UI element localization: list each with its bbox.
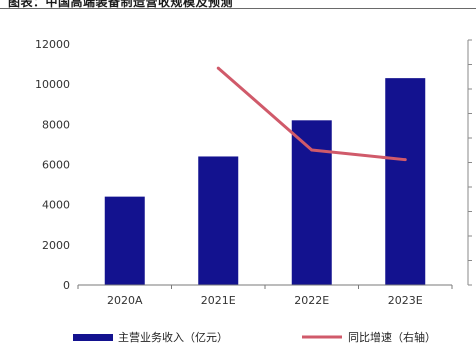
- y-tick-label: 2000: [42, 239, 70, 252]
- y-tick-label: 12000: [35, 38, 70, 51]
- x-tick-label: 2021E: [201, 294, 236, 307]
- x-tick-label: 2023E: [388, 294, 423, 307]
- x-tick-label: 2022E: [294, 294, 329, 307]
- y-axis: 0 2000 4000 6000 8000 10000 12000: [35, 38, 70, 292]
- growth-point: [216, 66, 220, 70]
- growth-point: [403, 158, 407, 162]
- bar: [291, 120, 332, 285]
- y-tick-label: 0: [63, 279, 70, 292]
- chart-title: 图表：中国高端装备制造营收规模及预测: [8, 0, 234, 9]
- right-axis: [467, 39, 472, 286]
- bar: [198, 156, 239, 285]
- y-tick-label: 8000: [42, 118, 70, 131]
- bar: [385, 78, 426, 286]
- y-tick-label: 10000: [35, 78, 70, 91]
- title-bar: 图表：中国高端装备制造营收规模及预测: [0, 0, 476, 9]
- x-axis: 2020A 2021E 2022E 2023E: [77, 284, 453, 307]
- bar: [104, 196, 145, 285]
- legend-swatch-revenue: [73, 334, 113, 341]
- title-divider: [0, 8, 476, 9]
- legend: 主营业务收入（亿元） 同比增速（右轴）: [73, 330, 436, 344]
- y-tick-label: 6000: [42, 159, 70, 172]
- growth-line-layer: [216, 66, 407, 162]
- y-tick-label: 4000: [42, 199, 70, 212]
- legend-label-revenue: 主营业务收入（亿元）: [118, 330, 228, 344]
- x-tick-label: 2020A: [107, 294, 143, 307]
- legend-label-growth: 同比增速（右轴）: [348, 330, 436, 344]
- bars: [104, 78, 426, 286]
- growth-point: [310, 148, 314, 152]
